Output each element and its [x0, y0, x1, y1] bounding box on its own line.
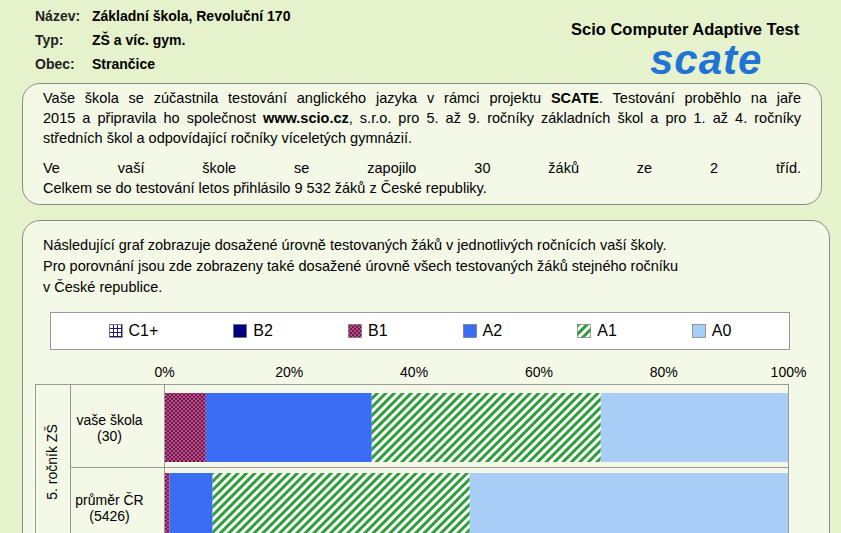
html-text:2015 a připravila ho společnos: 2015 a připravila ho společnost www.scio…: [43, 110, 801, 126]
html-text:5. ročník ZŠ: 5. ročník ZŠ: [44, 424, 60, 500]
html-text:B2: B2: [253, 322, 273, 339]
svg-text:80%: 80%: [650, 364, 678, 380]
html-text:A0: A0: [711, 322, 732, 339]
html-text:Vaše škola se zúčastnila testo: Vaše škola se zúčastnila testování angli…: [43, 90, 801, 106]
html-text:Následující graf zobrazuje dos: Následující graf zobrazuje dosažené úrov…: [43, 237, 667, 253]
html-text:C1+: C1+: [128, 322, 159, 339]
html-text:Název:: Název:: [35, 8, 81, 24]
html-text:Základní škola, Revoluční 170: Základní škola, Revoluční 170: [92, 8, 291, 24]
html-text:ZŠ a víc. gym.: ZŠ a víc. gym.: [92, 32, 186, 48]
html-text:Scio Computer Adaptive Test: Scio Computer Adaptive Test: [571, 20, 800, 38]
svg-text:20%: 20%: [275, 364, 303, 380]
html-text:scate: scate: [650, 36, 763, 83]
svg-text:60%: 60%: [525, 364, 553, 380]
html-text:A2: A2: [482, 322, 503, 339]
svg-text:0%: 0%: [154, 364, 174, 380]
html-text:v České republice.: v České republice.: [43, 279, 163, 295]
html-text:B1: B1: [368, 322, 388, 339]
svg-text:průměr ČR(5426): průměr ČR(5426): [75, 492, 143, 523]
html-text:středních škol a odpovídající: středních škol a odpovídající ročníky ví…: [43, 130, 413, 146]
html-text:Typ:: Typ:: [35, 32, 64, 48]
svg-text:100%: 100%: [771, 364, 807, 380]
html-text:Obec:: Obec:: [35, 56, 75, 72]
html-text:Pro porovnání jsou zde zobraze: Pro porovnání jsou zde zobrazeny také do…: [43, 258, 679, 274]
html-text:Ve vaší škole se zapojilo 30 ž: Ve vaší škole se zapojilo 30 žáků ze 2 t…: [43, 160, 801, 176]
svg-text:vaše škola(30): vaše škola(30): [76, 412, 142, 443]
svg-text:40%: 40%: [400, 364, 428, 380]
html-text:Celkem se do testování letos p: Celkem se do testování letos přihlásilo …: [43, 180, 487, 196]
html-text:Strančice: Strančice: [92, 56, 155, 72]
html-text:A1: A1: [597, 322, 617, 339]
